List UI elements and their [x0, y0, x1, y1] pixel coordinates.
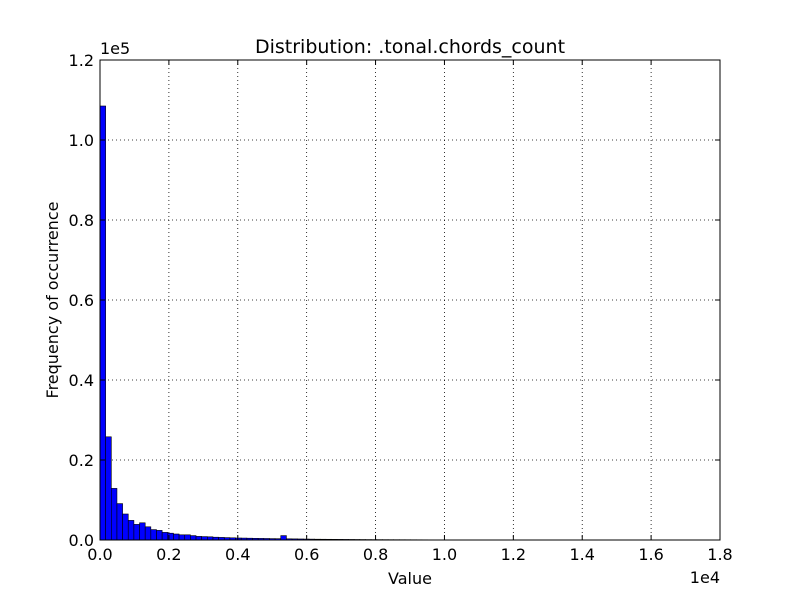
histogram-bar: [161, 532, 169, 541]
x-axis-offset-text: 1e4: [690, 568, 720, 587]
x-tick-label: 0.4: [225, 545, 250, 564]
x-tick-label: 1.4: [569, 545, 594, 564]
axis-ticks: 0.0 0.2 0.4 0.6 0.8 1.0 1.2 1.4 1.6 1.8 0.0 0.2 0.4 0…: [69, 51, 733, 564]
x-tick-label: 0.6: [294, 545, 319, 564]
histogram-bar: [144, 526, 152, 541]
grid: [100, 60, 720, 540]
histogram-bar: [99, 105, 106, 541]
chart-title: Distribution: .tonal.chords_count: [255, 36, 565, 58]
x-tick-label: 0.8: [363, 545, 388, 564]
y-tick-label: 0.0: [69, 531, 94, 550]
histogram-bar: [110, 488, 118, 541]
histogram-bar: [201, 536, 208, 541]
x-tick-label: 0.2: [156, 545, 181, 564]
histogram-bar: [127, 520, 135, 541]
histogram-bars: [99, 105, 666, 541]
histogram-bar: [105, 436, 112, 541]
histogram-bar: [139, 522, 146, 541]
histogram-bar: [173, 533, 180, 541]
histogram-bar: [184, 534, 191, 541]
y-tick-label: 0.8: [69, 211, 94, 230]
histogram-bar: [116, 503, 123, 541]
x-tick-label: 1.6: [638, 545, 663, 564]
histogram-bar: [178, 534, 186, 541]
x-axis-label: Value: [388, 569, 432, 588]
y-axis-offset-text: 1e5: [100, 39, 130, 58]
histogram-bar: [150, 529, 157, 541]
histogram-bar: [133, 524, 140, 541]
histogram-bar: [280, 535, 287, 541]
y-tick-label: 0.6: [69, 291, 94, 310]
y-tick-label: 1.2: [69, 51, 94, 70]
x-tick-label: 1.2: [501, 545, 526, 564]
y-axis-label: Frequency of occurrence: [43, 202, 62, 399]
y-tick-label: 0.2: [69, 451, 94, 470]
x-tick-label: 1.8: [707, 545, 732, 564]
y-tick-label: 1.0: [69, 131, 94, 150]
y-tick-label: 0.4: [69, 371, 94, 390]
x-tick-label: 0.0: [87, 545, 112, 564]
histogram-bar: [156, 530, 163, 541]
histogram-bar: [195, 536, 202, 541]
histogram-bar: [122, 513, 129, 541]
x-tick-label: 1.0: [432, 545, 457, 564]
histogram-bar: [190, 535, 197, 541]
